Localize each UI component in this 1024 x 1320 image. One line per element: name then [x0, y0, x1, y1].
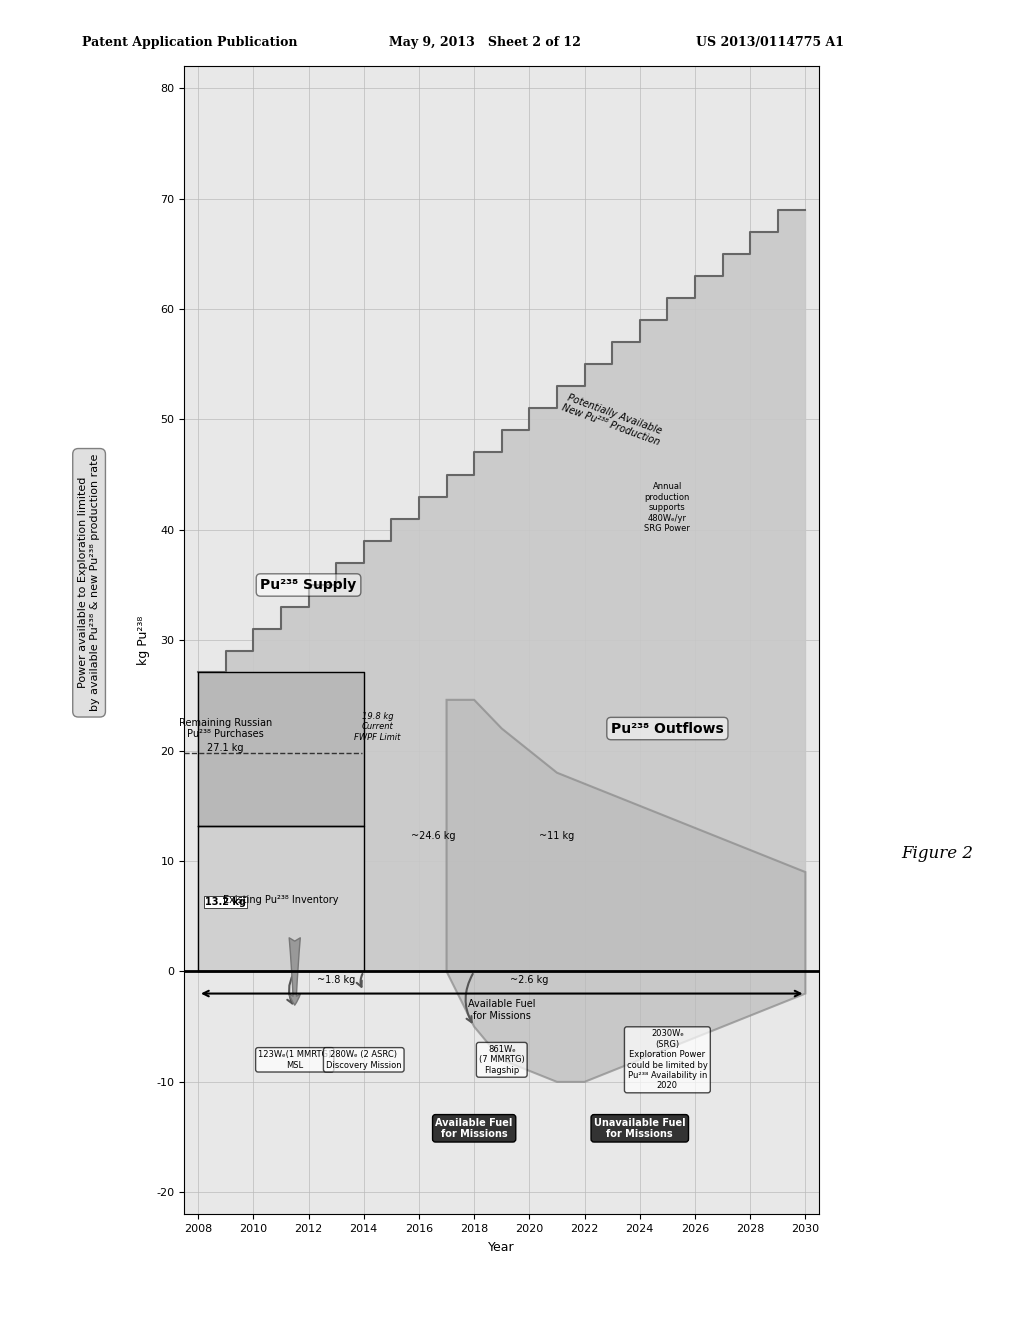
Text: Unavailable Fuel
for Missions: Unavailable Fuel for Missions [594, 1118, 686, 1139]
Text: Figure 2: Figure 2 [901, 845, 973, 862]
Text: 861Wₑ
(7 MMRTG)
Flagship: 861Wₑ (7 MMRTG) Flagship [479, 1045, 524, 1074]
Text: ~1.8 kg: ~1.8 kg [317, 974, 355, 985]
Text: May 9, 2013   Sheet 2 of 12: May 9, 2013 Sheet 2 of 12 [389, 36, 581, 49]
Text: 2030Wₑ
(SRG)
Exploration Power
could be limited by
Pu²³⁸ Availability in
2020: 2030Wₑ (SRG) Exploration Power could be … [627, 1030, 708, 1090]
Text: Annual
production
supports
480Wₑ/yr
SRG Power: Annual production supports 480Wₑ/yr SRG … [644, 482, 690, 533]
Text: ~2.6 kg: ~2.6 kg [510, 974, 549, 985]
Text: Power available to Exploration limited
by available Pu²³⁸ & new Pu²³⁸ production: Power available to Exploration limited b… [78, 454, 100, 711]
Text: US 2013/0114775 A1: US 2013/0114775 A1 [696, 36, 845, 49]
Text: 123Wₑ(1 MMRTG)
MSL: 123Wₑ(1 MMRTG) MSL [258, 1051, 332, 1069]
Y-axis label: kg Pu²³⁸: kg Pu²³⁸ [136, 615, 150, 665]
Text: Existing Pu²³⁸ Inventory: Existing Pu²³⁸ Inventory [223, 895, 339, 904]
Text: ~11 kg: ~11 kg [540, 832, 574, 841]
Text: Pu²³⁸ Outflows: Pu²³⁸ Outflows [611, 722, 724, 735]
Text: 13.2 kg: 13.2 kg [205, 898, 246, 907]
Text: 19.8 kg
Current
FWPF Limit: 19.8 kg Current FWPF Limit [354, 711, 400, 742]
X-axis label: Year: Year [488, 1241, 515, 1254]
PathPatch shape [446, 700, 806, 1082]
Text: Patent Application Publication: Patent Application Publication [82, 36, 297, 49]
Text: Pu²³⁸ Supply: Pu²³⁸ Supply [260, 578, 356, 591]
Text: 27.1 kg: 27.1 kg [208, 743, 244, 752]
Text: ~24.6 kg: ~24.6 kg [411, 832, 455, 841]
Text: 280Wₑ (2 ASRC)
Discovery Mission: 280Wₑ (2 ASRC) Discovery Mission [326, 1051, 401, 1069]
Text: Available Fuel
for Missions: Available Fuel for Missions [468, 999, 536, 1020]
Text: Potentially Available
New Pu²³⁸ Production: Potentially Available New Pu²³⁸ Producti… [560, 392, 665, 447]
Text: Available Fuel
for Missions: Available Fuel for Missions [435, 1118, 513, 1139]
Text: Remaining Russian
Pu²³⁸ Purchases: Remaining Russian Pu²³⁸ Purchases [179, 718, 272, 739]
Polygon shape [198, 210, 806, 972]
